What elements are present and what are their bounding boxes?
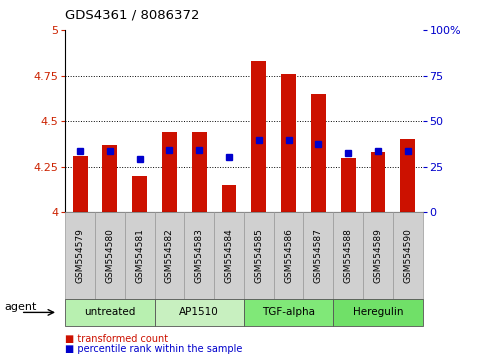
- Bar: [281, 74, 296, 212]
- Text: agent: agent: [5, 302, 37, 312]
- Bar: [132, 176, 147, 212]
- Text: GSM554589: GSM554589: [373, 228, 383, 283]
- Text: GSM554581: GSM554581: [135, 228, 144, 283]
- Text: GSM554584: GSM554584: [225, 228, 233, 283]
- Text: untreated: untreated: [84, 307, 136, 318]
- Text: TGF-alpha: TGF-alpha: [262, 307, 315, 318]
- Bar: [251, 61, 266, 212]
- Bar: [192, 132, 207, 212]
- Text: ■ percentile rank within the sample: ■ percentile rank within the sample: [65, 344, 242, 354]
- Text: GSM554579: GSM554579: [76, 228, 85, 283]
- Text: GSM554590: GSM554590: [403, 228, 412, 283]
- Text: GSM554582: GSM554582: [165, 228, 174, 283]
- Bar: [102, 145, 117, 212]
- Bar: [222, 185, 237, 212]
- Bar: [341, 158, 355, 212]
- Bar: [311, 94, 326, 212]
- Text: GSM554588: GSM554588: [344, 228, 353, 283]
- Bar: [162, 132, 177, 212]
- Text: Heregulin: Heregulin: [353, 307, 403, 318]
- Bar: [400, 139, 415, 212]
- Text: AP1510: AP1510: [179, 307, 219, 318]
- Text: GSM554583: GSM554583: [195, 228, 204, 283]
- Bar: [370, 152, 385, 212]
- Text: GSM554587: GSM554587: [314, 228, 323, 283]
- Text: GSM554585: GSM554585: [255, 228, 263, 283]
- Bar: [72, 156, 87, 212]
- Text: GSM554586: GSM554586: [284, 228, 293, 283]
- Text: GDS4361 / 8086372: GDS4361 / 8086372: [65, 8, 199, 21]
- Text: GSM554580: GSM554580: [105, 228, 114, 283]
- Text: ■ transformed count: ■ transformed count: [65, 334, 169, 344]
